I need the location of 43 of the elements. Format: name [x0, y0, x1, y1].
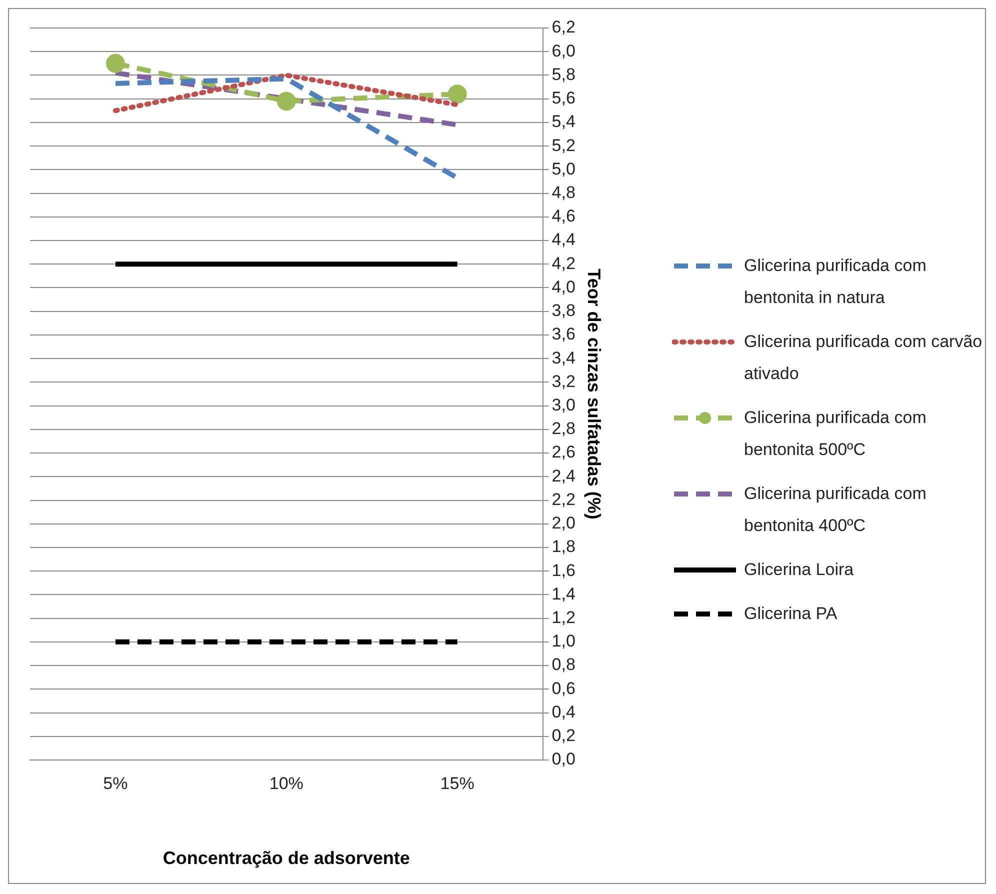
legend-label: Glicerina purificada com bentonita 500ºC	[744, 407, 928, 461]
y-tick-label: 5,6	[552, 88, 576, 108]
y-tick-label: 3,4	[552, 348, 576, 368]
x-tick-label: 5%	[103, 774, 128, 793]
legend-label: Glicerina purificada com carvão ativado	[744, 331, 984, 385]
y-tick-label: 0,6	[552, 678, 576, 698]
y-tick-label: 0,0	[552, 750, 576, 769]
legend-label: Glicerina Loira	[744, 559, 854, 581]
x-axis-title: Concentração de adsorvente	[162, 848, 410, 868]
y-tick-label: 2,2	[552, 490, 576, 509]
y-tick-label: 4,2	[552, 254, 576, 273]
y-tick-label: 1,4	[552, 584, 576, 604]
y-tick-label: 6,0	[552, 41, 576, 60]
y-tick-label: 4,4	[552, 230, 576, 250]
y-tick-label: 5,8	[552, 64, 576, 84]
y-tick-label: 5,2	[552, 136, 576, 155]
y-tick-label: 5,0	[552, 159, 576, 178]
y-tick-label: 1,6	[552, 560, 576, 580]
x-tick-label: 15%	[440, 774, 474, 793]
y-tick-label: 0,2	[552, 726, 576, 746]
legend-label: Glicerina purificada com bentonita 400ºC	[744, 483, 928, 537]
x-tick-label: 10%	[269, 774, 304, 793]
legend-label: Glicerina purificada com bentonita in natura	[744, 255, 928, 309]
y-tick-label: 3,2	[552, 372, 576, 391]
y-tick-label: 3,6	[552, 324, 576, 344]
y-tick-label: 1,2	[552, 608, 576, 628]
y-tick-label: 1,0	[552, 632, 576, 651]
y-tick-label: 4,0	[552, 277, 576, 296]
y-tick-label: 5,4	[552, 112, 576, 132]
y-tick-label: 1,8	[552, 537, 576, 556]
y-tick-label: 4,8	[552, 182, 576, 202]
y-tick-label: 0,4	[552, 702, 576, 722]
y-tick-label: 6,2	[552, 18, 576, 37]
y-tick-label: 3,8	[552, 301, 576, 320]
y-tick-label: 0,8	[552, 655, 576, 674]
y-tick-label: 3,0	[552, 395, 576, 414]
y-tick-label: 2,8	[552, 419, 576, 438]
y-axis-title: Teor de cinzas sulfatadas (%)	[584, 268, 604, 520]
y-tick-label: 2,6	[552, 442, 576, 462]
y-tick-label: 4,6	[552, 206, 576, 226]
y-tick-label: 2,0	[552, 514, 576, 533]
legend-label: Glicerina PA	[744, 603, 838, 625]
y-tick-label: 2,4	[552, 466, 576, 486]
